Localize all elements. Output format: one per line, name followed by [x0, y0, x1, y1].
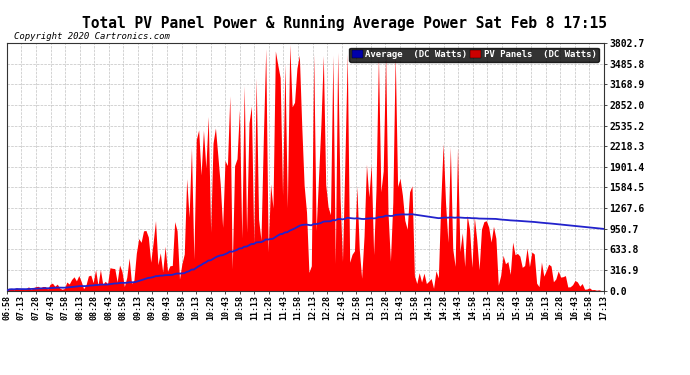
Legend: Average  (DC Watts), PV Panels  (DC Watts): Average (DC Watts), PV Panels (DC Watts): [349, 48, 599, 62]
Text: Copyright 2020 Cartronics.com: Copyright 2020 Cartronics.com: [14, 32, 170, 41]
Text: Total PV Panel Power & Running Average Power Sat Feb 8 17:15: Total PV Panel Power & Running Average P…: [83, 15, 607, 31]
